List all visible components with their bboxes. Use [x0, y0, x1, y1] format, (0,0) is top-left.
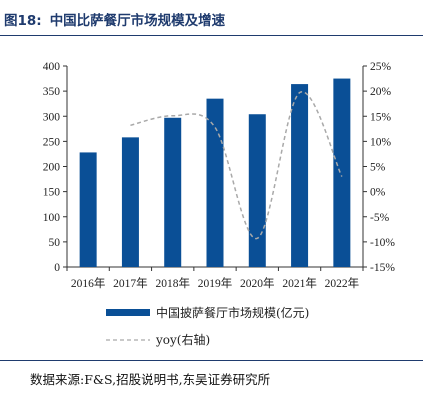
- x-axis-tick-label: 2021年: [282, 276, 317, 290]
- right-axis-tick-label: -10%: [370, 237, 395, 249]
- right-axis-tick-label: 20%: [370, 86, 392, 98]
- bar: [121, 137, 139, 267]
- right-axis-tick-label: -5%: [370, 212, 390, 224]
- right-axis-tick-label: 25%: [370, 61, 392, 73]
- x-axis-tick-label: 2017年: [113, 276, 148, 290]
- x-axis-tick-label: 2019年: [198, 276, 233, 290]
- left-axis-tick-label: 150: [43, 187, 61, 199]
- left-axis-tick-label: 50: [49, 237, 61, 249]
- legend-bar-label: 中国披萨餐厅市场规模(亿元): [156, 305, 309, 320]
- source-note: 数据来源:F&S,招股说明书,东吴证券研究所: [0, 360, 423, 404]
- left-axis-tick-label: 350: [43, 86, 61, 98]
- legend-line-label: yoy(右轴): [155, 332, 210, 347]
- left-axis-tick-label: 300: [43, 111, 61, 123]
- bar-line-chart: 0 50 100 150 200 250 300 350 400 -15% -10% -5% 0% 5% 1…: [43, 61, 396, 347]
- right-axis-tick-label: 5%: [370, 162, 386, 174]
- left-axis-tick-label: 100: [43, 212, 61, 224]
- left-axis-tick-label: 400: [43, 61, 61, 73]
- tick-labels: 0 50 100 150 200 250 300 350 400 -15% -10% -5% 0% 5% 1…: [43, 61, 396, 290]
- left-axis-tick-label: 250: [43, 136, 61, 148]
- bar: [248, 114, 266, 268]
- legend-bar-swatch: [106, 309, 150, 316]
- bar: [291, 84, 309, 267]
- right-axis-tick-label: 0%: [370, 187, 386, 199]
- x-axis-tick-label: 2020年: [240, 276, 275, 290]
- left-axis-tick-label: 0: [54, 262, 60, 274]
- figure-label: 图18:: [4, 13, 42, 29]
- figure-title-text: 中国比萨餐厅市场规模及增速: [49, 13, 226, 29]
- bar-series: [79, 78, 351, 268]
- bar: [164, 117, 182, 267]
- yoy-line-series: [130, 91, 343, 240]
- bar: [333, 78, 351, 267]
- chart-legend: 中国披萨餐厅市场规模(亿元) yoy(右轴): [106, 305, 309, 347]
- left-axis-tick-label: 200: [43, 162, 61, 174]
- right-axis-tick-label: 15%: [370, 111, 392, 123]
- bar: [206, 98, 224, 267]
- right-axis-tick-label: 10%: [370, 136, 392, 148]
- right-axis-tick-label: -15%: [370, 262, 395, 274]
- figure-title: 图18: 中国比萨餐厅市场规模及增速: [0, 0, 423, 36]
- yoy-line: [130, 91, 343, 240]
- bar: [79, 152, 97, 267]
- x-axis-tick-label: 2022年: [325, 276, 360, 290]
- x-axis-tick-label: 2016年: [71, 276, 106, 290]
- x-axis-tick-label: 2018年: [155, 276, 190, 290]
